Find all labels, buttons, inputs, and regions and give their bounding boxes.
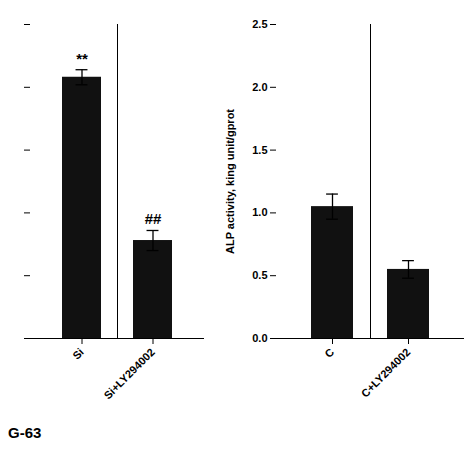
svg-text:C+LY294002: C+LY294002 — [359, 346, 413, 400]
svg-text:##: ## — [145, 210, 162, 227]
svg-text:**: ** — [76, 50, 88, 67]
svg-text:2.0: 2.0 — [252, 81, 267, 93]
svg-text:1.0: 1.0 — [252, 206, 267, 218]
svg-text:2.5: 2.5 — [252, 18, 267, 30]
svg-text:1.5: 1.5 — [252, 144, 267, 156]
svg-text:C: C — [322, 346, 336, 360]
svg-text:Si+LY294002: Si+LY294002 — [101, 346, 157, 402]
svg-text:ALP activity, king unit/gprot: ALP activity, king unit/gprot — [224, 109, 236, 254]
svg-text:0.5: 0.5 — [252, 269, 267, 281]
svg-text:Si: Si — [70, 346, 86, 362]
svg-text:0.0: 0.0 — [252, 332, 267, 344]
html-text:G-63: G-63 — [8, 424, 42, 441]
